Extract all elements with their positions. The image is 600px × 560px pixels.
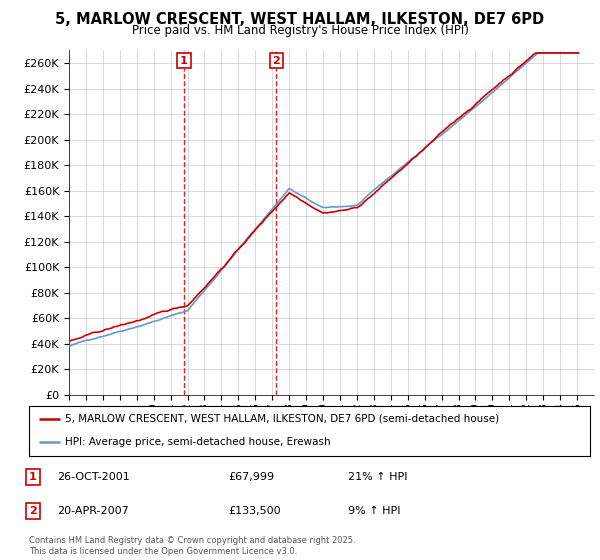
Text: £67,999: £67,999 xyxy=(228,472,274,482)
Text: 9% ↑ HPI: 9% ↑ HPI xyxy=(348,506,401,516)
Text: 5, MARLOW CRESCENT, WEST HALLAM, ILKESTON, DE7 6PD (semi-detached house): 5, MARLOW CRESCENT, WEST HALLAM, ILKESTO… xyxy=(65,414,499,423)
Text: 1: 1 xyxy=(29,472,37,482)
Text: 26-OCT-2001: 26-OCT-2001 xyxy=(57,472,130,482)
Text: 21% ↑ HPI: 21% ↑ HPI xyxy=(348,472,407,482)
Text: 20-APR-2007: 20-APR-2007 xyxy=(57,506,129,516)
Text: £133,500: £133,500 xyxy=(228,506,281,516)
Text: Price paid vs. HM Land Registry's House Price Index (HPI): Price paid vs. HM Land Registry's House … xyxy=(131,24,469,36)
Text: 2: 2 xyxy=(29,506,37,516)
Text: 2: 2 xyxy=(272,55,280,66)
Text: Contains HM Land Registry data © Crown copyright and database right 2025.
This d: Contains HM Land Registry data © Crown c… xyxy=(29,536,355,556)
Text: 5, MARLOW CRESCENT, WEST HALLAM, ILKESTON, DE7 6PD: 5, MARLOW CRESCENT, WEST HALLAM, ILKESTO… xyxy=(55,12,545,27)
Text: 1: 1 xyxy=(180,55,188,66)
Text: HPI: Average price, semi-detached house, Erewash: HPI: Average price, semi-detached house,… xyxy=(65,437,331,447)
